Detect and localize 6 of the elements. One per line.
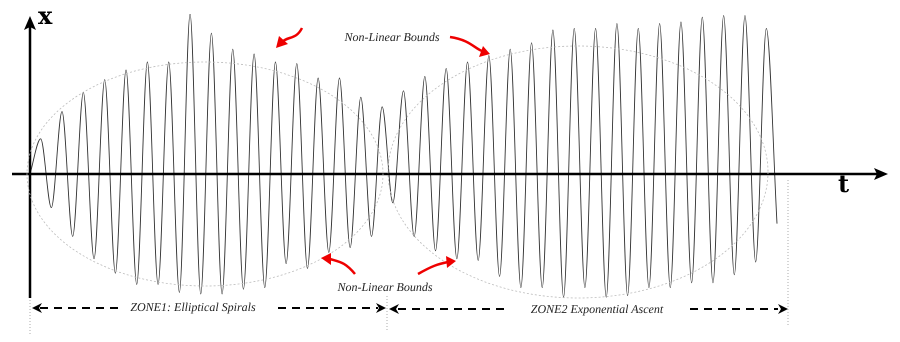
text: ZONE2 Exponential Ascent [528, 302, 666, 317]
annotation: Non-Linear Bounds [342, 30, 442, 45]
y-axis-title: x [38, 1, 52, 30]
text: ZONE1: Elliptical Spirals [128, 300, 258, 315]
annotation: Non-Linear Bounds [335, 280, 435, 295]
x-axis-title: t [838, 169, 850, 198]
